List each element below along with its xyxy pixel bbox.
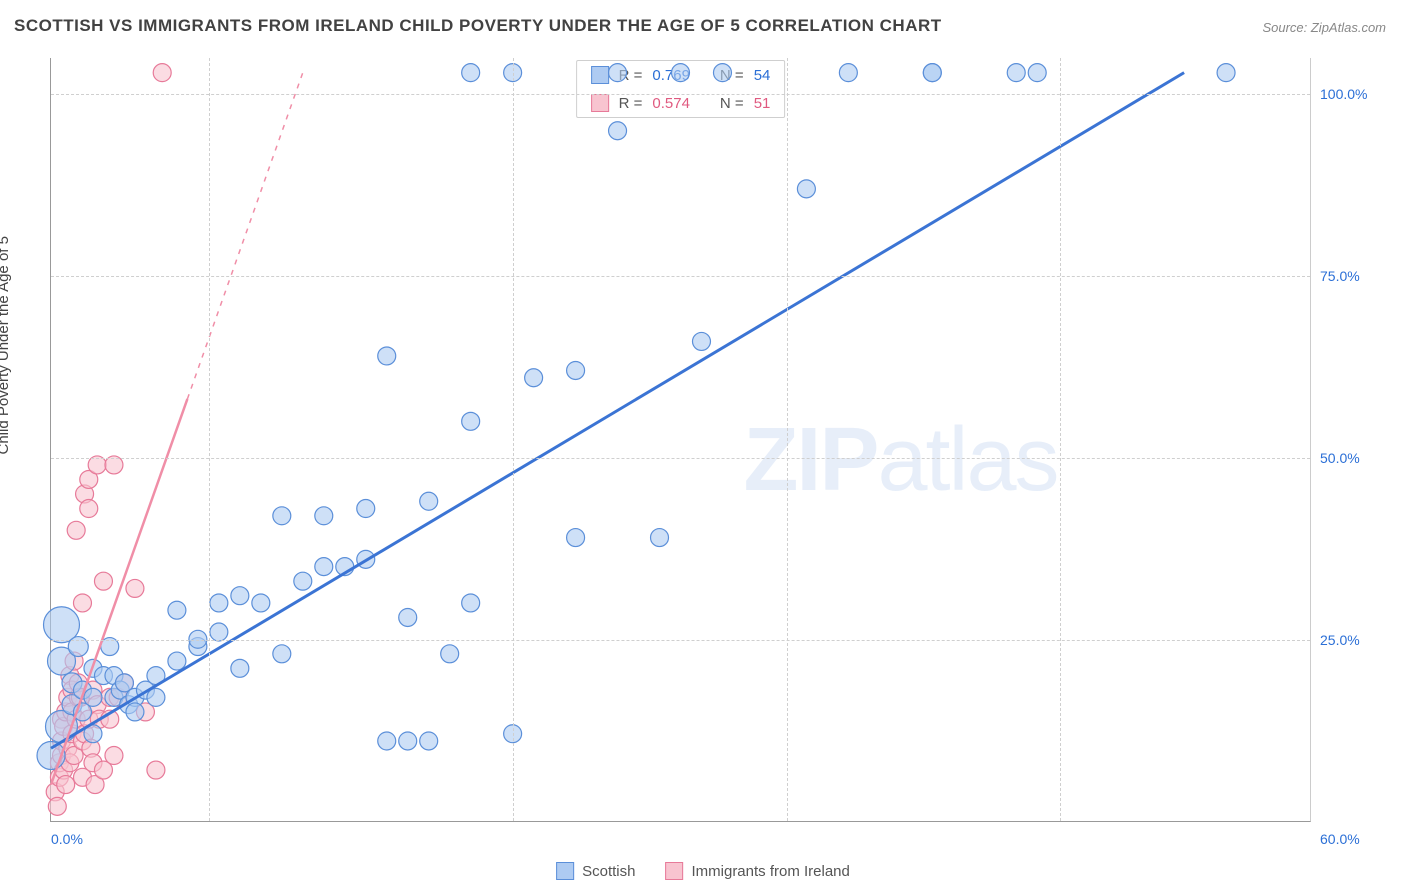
data-point [420,492,438,510]
series-label: Scottish [582,863,635,880]
data-point [441,645,459,663]
data-point [462,412,480,430]
data-point [210,623,228,641]
data-point [462,64,480,82]
data-point [797,180,815,198]
data-point [315,558,333,576]
chart-title: SCOTTISH VS IMMIGRANTS FROM IRELAND CHIL… [14,16,942,36]
data-point [357,500,375,518]
data-point [923,64,941,82]
data-point [48,797,66,815]
data-point [378,347,396,365]
data-point [692,332,710,350]
data-point [73,594,91,612]
data-point [273,507,291,525]
series-legend-item: Scottish [556,862,635,880]
y-axis-label: Child Poverty Under the Age of 5 [0,236,12,454]
data-point [126,703,144,721]
data-point [231,587,249,605]
data-point [67,521,85,539]
legend-swatch [556,862,574,880]
x-tick-max: 60.0% [1320,831,1390,847]
plot-area: ZIPatlas R =0.769N =54R =0.574N =51 0.0%… [50,58,1311,822]
y-tick-label: 50.0% [1320,450,1390,466]
data-point [153,64,171,82]
data-point [168,601,186,619]
data-point [105,747,123,765]
data-point [1217,64,1235,82]
data-point [420,732,438,750]
scatter-svg [51,58,1310,821]
y-tick-label: 100.0% [1320,86,1390,102]
data-point [168,652,186,670]
series-label: Immigrants from Ireland [691,863,849,880]
data-point [462,594,480,612]
data-point [57,776,75,794]
data-point [315,507,333,525]
y-tick-label: 75.0% [1320,268,1390,284]
data-point [609,122,627,140]
data-point [609,64,627,82]
data-point [80,500,98,518]
data-point [231,659,249,677]
trend-line [51,73,1184,749]
data-point [1007,64,1025,82]
data-point [399,732,417,750]
data-point [210,594,228,612]
data-point [147,761,165,779]
x-tick-min: 0.0% [51,831,83,847]
data-point [672,64,690,82]
data-point [839,64,857,82]
data-point [126,579,144,597]
data-point [252,594,270,612]
data-point [713,64,731,82]
data-point [273,645,291,663]
data-point [294,572,312,590]
data-point [651,529,669,547]
data-point [84,688,102,706]
series-legend-item: Immigrants from Ireland [665,862,849,880]
trend-line-extrapolated [187,73,302,399]
data-point [94,572,112,590]
data-point [399,608,417,626]
correlation-chart: SCOTTISH VS IMMIGRANTS FROM IRELAND CHIL… [0,0,1406,892]
data-point [378,732,396,750]
legend-swatch [665,862,683,880]
trend-line [51,399,187,785]
y-tick-label: 25.0% [1320,632,1390,648]
series-legend: Scottish Immigrants from Ireland [556,862,850,880]
data-point [525,369,543,387]
data-point [1028,64,1046,82]
data-point [567,529,585,547]
source-attribution: Source: ZipAtlas.com [1262,20,1386,35]
data-point [567,362,585,380]
